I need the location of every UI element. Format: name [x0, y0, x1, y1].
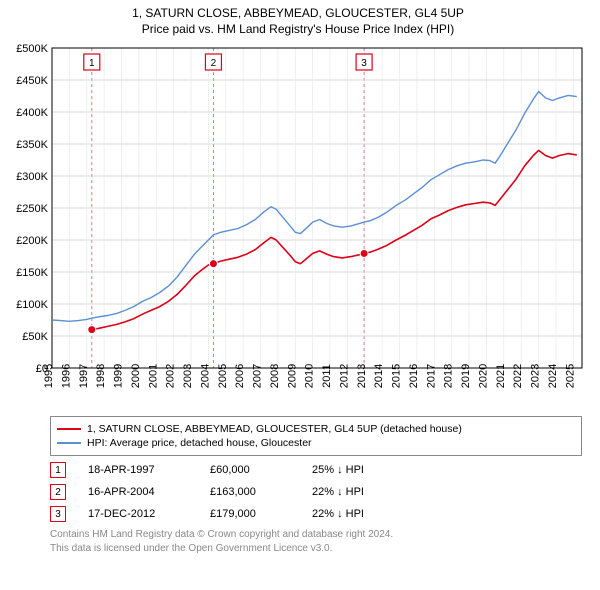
legend-row: HPI: Average price, detached house, Glou… — [57, 437, 575, 449]
svg-text:2003: 2003 — [182, 364, 194, 388]
svg-text:1996: 1996 — [60, 364, 72, 388]
svg-text:£450K: £450K — [16, 75, 48, 87]
sale-badge: 1 — [50, 462, 66, 478]
svg-text:£400K: £400K — [16, 107, 48, 119]
chart-area: £0£50K£100K£150K£200K£250K£300K£350K£400… — [8, 40, 588, 410]
svg-text:£350K: £350K — [16, 139, 48, 151]
svg-text:2008: 2008 — [269, 364, 281, 388]
footer-attribution: Contains HM Land Registry data © Crown c… — [50, 528, 582, 555]
sale-badge: 3 — [50, 506, 66, 522]
legend-label: HPI: Average price, detached house, Glou… — [87, 437, 312, 449]
sale-diff: 22% ↓ HPI — [312, 486, 392, 498]
svg-text:2023: 2023 — [530, 364, 542, 388]
svg-text:3: 3 — [361, 58, 367, 69]
svg-text:1995: 1995 — [43, 364, 55, 388]
svg-text:2025: 2025 — [564, 364, 576, 388]
sale-diff: 25% ↓ HPI — [312, 464, 392, 476]
svg-text:2015: 2015 — [391, 364, 403, 388]
svg-text:2001: 2001 — [147, 364, 159, 388]
svg-text:£500K: £500K — [16, 43, 48, 55]
title-address: 1, SATURN CLOSE, ABBEYMEAD, GLOUCESTER, … — [6, 6, 590, 20]
svg-text:£300K: £300K — [16, 171, 48, 183]
svg-text:2000: 2000 — [130, 364, 142, 388]
legend: 1, SATURN CLOSE, ABBEYMEAD, GLOUCESTER, … — [50, 416, 582, 456]
chart-titles: 1, SATURN CLOSE, ABBEYMEAD, GLOUCESTER, … — [6, 6, 590, 36]
svg-text:£100K: £100K — [16, 299, 48, 311]
sale-row: 3 17-DEC-2012 £179,000 22% ↓ HPI — [50, 506, 582, 522]
svg-text:2005: 2005 — [217, 364, 229, 388]
svg-text:£250K: £250K — [16, 203, 48, 215]
svg-text:2002: 2002 — [165, 364, 177, 388]
svg-text:1997: 1997 — [78, 364, 90, 388]
sale-badge: 2 — [50, 484, 66, 500]
svg-text:2017: 2017 — [425, 364, 437, 388]
sale-date: 18-APR-1997 — [88, 464, 188, 476]
svg-text:1998: 1998 — [95, 364, 107, 388]
title-subtitle: Price paid vs. HM Land Registry's House … — [6, 22, 590, 36]
sale-date: 17-DEC-2012 — [88, 508, 188, 520]
sale-row: 1 18-APR-1997 £60,000 25% ↓ HPI — [50, 462, 582, 478]
legend-swatch — [57, 442, 81, 444]
svg-text:2024: 2024 — [547, 364, 559, 388]
sale-price: £179,000 — [210, 508, 290, 520]
footer-line-2: This data is licensed under the Open Gov… — [50, 542, 582, 556]
legend-label: 1, SATURN CLOSE, ABBEYMEAD, GLOUCESTER, … — [87, 423, 462, 435]
line-chart: £0£50K£100K£150K£200K£250K£300K£350K£400… — [8, 40, 588, 410]
svg-text:2018: 2018 — [443, 364, 455, 388]
legend-swatch — [57, 428, 81, 430]
svg-text:£200K: £200K — [16, 235, 48, 247]
svg-text:2004: 2004 — [199, 364, 211, 388]
sale-diff: 22% ↓ HPI — [312, 508, 392, 520]
svg-text:2022: 2022 — [512, 364, 524, 388]
svg-text:£150K: £150K — [16, 267, 48, 279]
sale-price: £163,000 — [210, 486, 290, 498]
svg-text:2016: 2016 — [408, 364, 420, 388]
legend-row: 1, SATURN CLOSE, ABBEYMEAD, GLOUCESTER, … — [57, 423, 575, 435]
sales-table: 1 18-APR-1997 £60,000 25% ↓ HPI 2 16-APR-2004… — [50, 462, 582, 522]
svg-text:2: 2 — [211, 58, 217, 69]
svg-text:2012: 2012 — [338, 364, 350, 388]
svg-text:2006: 2006 — [234, 364, 246, 388]
chart-container: 1, SATURN CLOSE, ABBEYMEAD, GLOUCESTER, … — [0, 0, 600, 590]
svg-text:2007: 2007 — [252, 364, 264, 388]
svg-text:2020: 2020 — [477, 364, 489, 388]
sale-price: £60,000 — [210, 464, 290, 476]
svg-text:2014: 2014 — [373, 364, 385, 388]
svg-text:£50K: £50K — [22, 331, 48, 343]
svg-text:2009: 2009 — [286, 364, 298, 388]
svg-text:1: 1 — [89, 58, 95, 69]
sale-date: 16-APR-2004 — [88, 486, 188, 498]
svg-text:2010: 2010 — [304, 364, 316, 388]
footer-line-1: Contains HM Land Registry data © Crown c… — [50, 528, 582, 542]
svg-text:1999: 1999 — [113, 364, 125, 388]
sale-row: 2 16-APR-2004 £163,000 22% ↓ HPI — [50, 484, 582, 500]
svg-text:2013: 2013 — [356, 364, 368, 388]
svg-text:2021: 2021 — [495, 364, 507, 388]
svg-text:2019: 2019 — [460, 364, 472, 388]
